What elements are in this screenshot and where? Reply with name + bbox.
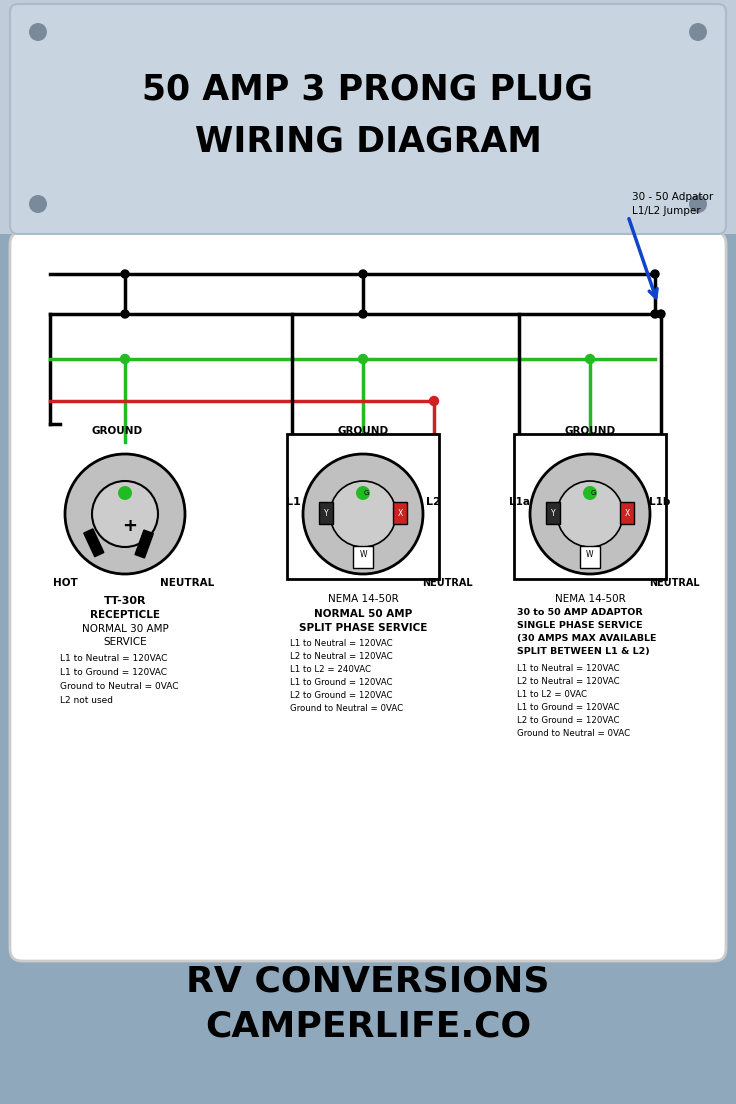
Circle shape xyxy=(586,354,595,363)
Text: 30 to 50 AMP ADAPTOR: 30 to 50 AMP ADAPTOR xyxy=(517,608,643,617)
Text: L2: L2 xyxy=(425,497,440,507)
Text: L2 to Ground = 120VAC: L2 to Ground = 120VAC xyxy=(290,691,392,700)
Text: GROUND: GROUND xyxy=(337,426,389,436)
Circle shape xyxy=(651,270,659,278)
Text: W: W xyxy=(359,550,367,560)
Text: NEUTRAL: NEUTRAL xyxy=(160,578,214,588)
Text: G: G xyxy=(590,490,595,496)
Circle shape xyxy=(29,23,47,41)
Circle shape xyxy=(121,270,129,278)
Circle shape xyxy=(121,354,130,363)
Circle shape xyxy=(583,486,597,500)
FancyBboxPatch shape xyxy=(10,4,726,234)
Text: NEMA 14-50R: NEMA 14-50R xyxy=(555,594,626,604)
Text: SERVICE: SERVICE xyxy=(103,637,146,647)
Circle shape xyxy=(651,310,659,318)
Bar xyxy=(514,434,666,578)
Text: L1a: L1a xyxy=(509,497,531,507)
Text: L1 to Ground = 120VAC: L1 to Ground = 120VAC xyxy=(60,668,167,677)
Circle shape xyxy=(359,270,367,278)
Text: L2 to Neutral = 120VAC: L2 to Neutral = 120VAC xyxy=(517,677,620,686)
Bar xyxy=(353,545,373,567)
Bar xyxy=(546,502,560,524)
Bar xyxy=(393,502,407,524)
Circle shape xyxy=(118,486,132,500)
Text: Ground to Neutral = 0VAC: Ground to Neutral = 0VAC xyxy=(290,704,403,713)
Text: L1/L2 Jumper: L1/L2 Jumper xyxy=(632,206,701,216)
Text: NEMA 14-50R: NEMA 14-50R xyxy=(328,594,398,604)
Text: WIRING DIAGRAM: WIRING DIAGRAM xyxy=(194,124,542,158)
Circle shape xyxy=(29,195,47,213)
Circle shape xyxy=(330,481,396,546)
Circle shape xyxy=(358,354,367,363)
Circle shape xyxy=(557,481,623,546)
Bar xyxy=(287,434,439,578)
Text: L1 to Neutral = 120VAC: L1 to Neutral = 120VAC xyxy=(517,664,620,673)
Text: L1b: L1b xyxy=(649,497,670,507)
Bar xyxy=(135,530,153,558)
Circle shape xyxy=(121,310,129,318)
Circle shape xyxy=(689,23,707,41)
Text: L1 to Neutral = 120VAC: L1 to Neutral = 120VAC xyxy=(60,654,167,664)
Text: Y: Y xyxy=(324,509,328,518)
Circle shape xyxy=(689,195,707,213)
Text: NORMAL 30 AMP: NORMAL 30 AMP xyxy=(82,624,169,634)
Text: Y: Y xyxy=(551,509,555,518)
Bar xyxy=(0,0,736,234)
Text: NEUTRAL: NEUTRAL xyxy=(648,578,699,588)
Bar xyxy=(319,502,333,524)
Circle shape xyxy=(530,454,650,574)
Text: Ground to Neutral = 0VAC: Ground to Neutral = 0VAC xyxy=(517,729,630,737)
Text: RECEPTICLE: RECEPTICLE xyxy=(90,611,160,620)
Text: TT-30R: TT-30R xyxy=(104,596,146,606)
Text: L1 to L2 = 0VAC: L1 to L2 = 0VAC xyxy=(517,690,587,699)
Text: L1 to Ground = 120VAC: L1 to Ground = 120VAC xyxy=(517,703,620,712)
Circle shape xyxy=(65,454,185,574)
Text: L2 not used: L2 not used xyxy=(60,696,113,705)
Circle shape xyxy=(430,396,439,405)
Text: SPLIT BETWEEN L1 & L2): SPLIT BETWEEN L1 & L2) xyxy=(517,647,650,656)
Text: SINGLE PHASE SERVICE: SINGLE PHASE SERVICE xyxy=(517,620,643,630)
Bar xyxy=(620,502,634,524)
Text: GROUND: GROUND xyxy=(91,426,143,436)
Text: X: X xyxy=(625,509,630,518)
Text: +: + xyxy=(122,517,138,535)
Text: L2 to Ground = 120VAC: L2 to Ground = 120VAC xyxy=(517,716,620,725)
Text: SPLIT PHASE SERVICE: SPLIT PHASE SERVICE xyxy=(299,623,427,633)
Text: NEUTRAL: NEUTRAL xyxy=(422,578,473,588)
Text: GROUND: GROUND xyxy=(565,426,615,436)
Bar xyxy=(580,545,600,567)
Text: L1 to Ground = 120VAC: L1 to Ground = 120VAC xyxy=(290,678,392,687)
Text: RV CONVERSIONS
CAMPERLIFE.CO: RV CONVERSIONS CAMPERLIFE.CO xyxy=(186,965,550,1043)
Circle shape xyxy=(303,454,423,574)
Bar xyxy=(84,529,104,556)
Text: 50 AMP 3 PRONG PLUG: 50 AMP 3 PRONG PLUG xyxy=(143,72,593,106)
Text: (30 AMPS MAX AVAILABLE: (30 AMPS MAX AVAILABLE xyxy=(517,634,657,643)
Circle shape xyxy=(359,310,367,318)
Text: L1 to L2 = 240VAC: L1 to L2 = 240VAC xyxy=(290,665,371,675)
Text: HOT: HOT xyxy=(53,578,77,588)
Text: L1: L1 xyxy=(286,497,300,507)
Text: X: X xyxy=(397,509,403,518)
Circle shape xyxy=(92,481,158,546)
Text: L1 to Neutral = 120VAC: L1 to Neutral = 120VAC xyxy=(290,639,392,648)
Text: Ground to Neutral = 0VAC: Ground to Neutral = 0VAC xyxy=(60,682,179,691)
Text: G: G xyxy=(364,490,369,496)
Text: NORMAL 50 AMP: NORMAL 50 AMP xyxy=(314,609,412,619)
FancyBboxPatch shape xyxy=(10,232,726,960)
Circle shape xyxy=(356,486,370,500)
Text: 30 - 50 Adpator: 30 - 50 Adpator xyxy=(632,192,713,202)
Circle shape xyxy=(657,310,665,318)
Text: W: W xyxy=(587,550,594,560)
Text: L2 to Neutral = 120VAC: L2 to Neutral = 120VAC xyxy=(290,652,392,661)
